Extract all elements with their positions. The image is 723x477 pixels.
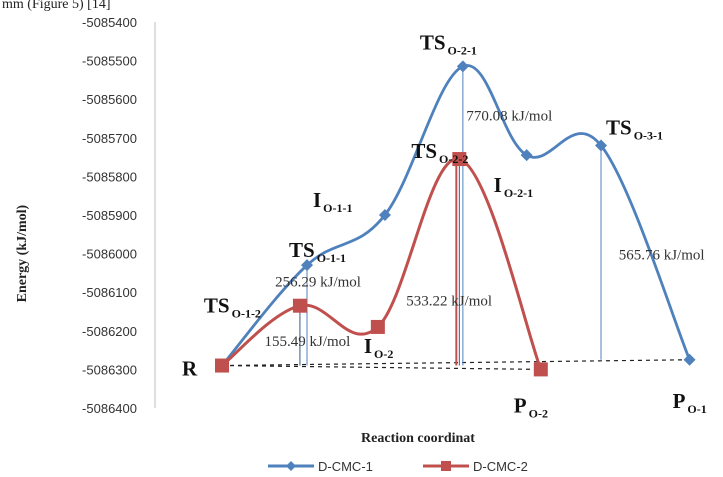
y-tick-label: -5086300 <box>82 362 137 377</box>
y-tick-label: -5085400 <box>82 15 137 30</box>
point-labels: R TS O-1-1 TS O-1-2 I O-1-1 I O-2 TS O-2-1 TS O-2-2 I… <box>182 30 707 420</box>
energy-label: 256.29 kJ/mol <box>275 274 361 290</box>
data-point-d-cmc-2 <box>215 358 229 373</box>
y-tick-label: -5086000 <box>82 247 137 262</box>
y-tick-label: -5085800 <box>82 169 137 184</box>
x-axis-title: Reaction coordinat <box>361 431 475 446</box>
point-label: I O-2 <box>364 334 394 361</box>
y-tick-label: -5086100 <box>82 285 137 300</box>
energy-label: 770.08 kJ/mol <box>466 108 552 124</box>
y-axis-title: Energy (kJ/mol) <box>15 204 30 302</box>
baseline-dcmc2 <box>221 364 541 370</box>
y-tick-label: -5085600 <box>82 92 137 107</box>
point-label: R <box>182 357 198 381</box>
data-point-d-cmc-1 <box>378 209 391 221</box>
legend-marker-d-cmc-1 <box>286 461 296 471</box>
data-point-d-cmc-2 <box>292 298 307 313</box>
data-point-d-cmc-2 <box>533 362 548 377</box>
series-line-d-cmc-2 <box>221 157 543 370</box>
y-axis-ticks: -5085400 -5085500 -5085600 -5085700 -5085800… <box>82 15 137 416</box>
legend-label-d-cmc-1: D-CMC-1 <box>318 459 373 474</box>
point-label: TS O-1-2 <box>204 294 261 321</box>
energy-label: 155.49 kJ/mol <box>265 334 351 350</box>
header-text: mm (Figure 5) [14] <box>2 0 110 12</box>
point-label: TS O-1-1 <box>289 238 346 265</box>
legend-label-d-cmc-2: D-CMC-2 <box>473 459 528 474</box>
data-point-d-cmc-1 <box>683 353 696 366</box>
point-label: I O-2-1 <box>494 173 534 200</box>
series-layer <box>215 60 696 377</box>
point-label: TS O-2-2 <box>411 139 468 166</box>
point-label: P O-2 <box>514 393 548 420</box>
data-point-d-cmc-1 <box>456 60 469 73</box>
energy-label: 533.22 kJ/mol <box>406 294 492 310</box>
y-tick-label: -5086400 <box>82 401 137 416</box>
y-tick-label: -5085900 <box>82 208 137 223</box>
data-point-d-cmc-2 <box>370 319 385 334</box>
point-label: TS O-3-1 <box>606 116 663 143</box>
data-point-d-cmc-1 <box>301 259 314 272</box>
point-label: I O-1-1 <box>313 188 353 215</box>
y-tick-label: -5086200 <box>82 324 137 339</box>
y-tick-label: -5085700 <box>82 131 137 146</box>
legend-marker-d-cmc-2 <box>441 461 451 471</box>
y-tick-label: -5085500 <box>82 54 137 69</box>
legend: D-CMC-1 D-CMC-2 <box>268 459 528 474</box>
point-label: TS O-2-1 <box>420 30 477 57</box>
energy-annotation-labels: 256.29 kJ/mol 155.49 kJ/mol 770.08 kJ/mol 5… <box>265 108 705 350</box>
data-point-d-cmc-1 <box>520 149 533 162</box>
energy-label: 565.76 kJ/mol <box>619 247 705 263</box>
data-point-d-cmc-1 <box>595 139 608 152</box>
data-point-d-cmc-2 <box>452 152 467 167</box>
point-label: P O-1 <box>673 389 707 416</box>
energy-annotation-lines <box>299 66 602 366</box>
